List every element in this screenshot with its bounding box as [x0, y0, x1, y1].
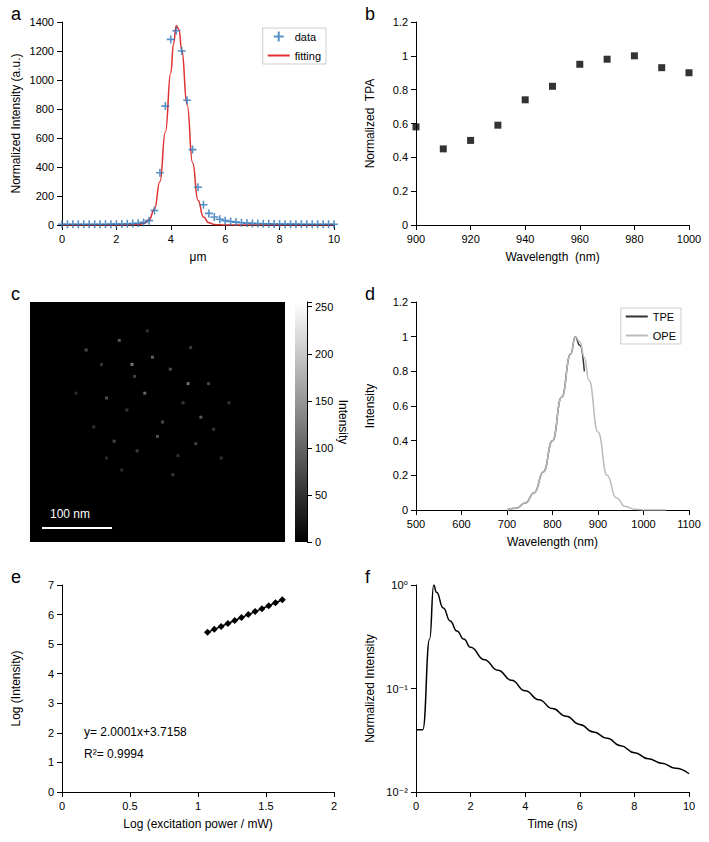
svg-text:1000: 1000: [631, 518, 655, 530]
svg-text:Intensity: Intensity: [336, 400, 350, 445]
svg-text:Wavelength (nm): Wavelength (nm): [507, 535, 598, 549]
svg-text:1.2: 1.2: [393, 296, 408, 308]
svg-text:100 nm: 100 nm: [50, 507, 90, 521]
svg-text:0.5: 0.5: [122, 800, 137, 812]
svg-text:0.2: 0.2: [393, 469, 408, 481]
svg-text:1400: 1400: [30, 16, 54, 28]
svg-text:1: 1: [195, 800, 201, 812]
svg-text:Log (excitation power / mW): Log (excitation power / mW): [123, 817, 272, 831]
svg-text:1.2: 1.2: [393, 16, 408, 28]
svg-text:100: 100: [315, 442, 333, 454]
svg-text:1: 1: [402, 331, 408, 343]
svg-text:data: data: [295, 31, 317, 43]
svg-text:b: b: [365, 4, 375, 24]
svg-text:600: 600: [36, 132, 54, 144]
svg-text:2: 2: [331, 800, 337, 812]
svg-text:0.6: 0.6: [393, 400, 408, 412]
svg-text:8: 8: [631, 800, 637, 812]
svg-text:1: 1: [48, 756, 54, 768]
svg-text:Time (ns): Time (ns): [527, 817, 577, 831]
svg-text:900: 900: [407, 233, 425, 245]
svg-text:0: 0: [402, 504, 408, 516]
svg-text:c: c: [11, 284, 20, 304]
svg-text:4: 4: [168, 233, 174, 245]
svg-text:2: 2: [113, 233, 119, 245]
svg-text:a: a: [11, 4, 22, 24]
svg-text:6: 6: [48, 609, 54, 621]
svg-text:4: 4: [522, 800, 528, 812]
svg-text:900: 900: [589, 518, 607, 530]
svg-text:250: 250: [315, 301, 333, 313]
svg-text:R²= 0.9994: R²= 0.9994: [84, 747, 144, 761]
svg-text:3: 3: [48, 697, 54, 709]
svg-text:940: 940: [516, 233, 534, 245]
svg-text:2: 2: [468, 800, 474, 812]
svg-text:6: 6: [577, 800, 583, 812]
svg-text:1.5: 1.5: [258, 800, 273, 812]
svg-text:d: d: [365, 284, 375, 304]
svg-text:0: 0: [48, 786, 54, 798]
svg-text:10⁻¹: 10⁻¹: [386, 683, 408, 695]
svg-text:7: 7: [48, 579, 54, 591]
svg-text:6: 6: [222, 233, 228, 245]
svg-text:8: 8: [277, 233, 283, 245]
svg-text:0: 0: [315, 536, 321, 548]
svg-text:Normalized Intensity: Normalized Intensity: [363, 634, 377, 743]
svg-text:0: 0: [59, 800, 65, 812]
svg-text:800: 800: [543, 518, 561, 530]
svg-text:Log (Intensity): Log (Intensity): [9, 650, 23, 726]
svg-text:1100: 1100: [677, 518, 701, 530]
svg-text:10: 10: [328, 233, 340, 245]
svg-text:150: 150: [315, 395, 333, 407]
svg-text:0: 0: [59, 233, 65, 245]
svg-text:800: 800: [36, 103, 54, 115]
svg-text:y= 2.0001x+3.7158: y= 2.0001x+3.7158: [84, 725, 187, 739]
svg-text:TPE: TPE: [653, 311, 674, 323]
svg-text:10⁻²: 10⁻²: [386, 786, 408, 798]
svg-text:0: 0: [48, 219, 54, 231]
svg-text:Normalized TPA: Normalized TPA: [363, 79, 377, 169]
svg-text:1200: 1200: [30, 45, 54, 57]
svg-text:600: 600: [452, 518, 470, 530]
svg-text:920: 920: [461, 233, 479, 245]
svg-text:0: 0: [413, 800, 419, 812]
svg-text:50: 50: [315, 489, 327, 501]
svg-text:f: f: [365, 567, 371, 587]
svg-text:0.8: 0.8: [393, 84, 408, 96]
svg-text:e: e: [11, 567, 21, 587]
svg-text:200: 200: [36, 190, 54, 202]
svg-text:Intensity: Intensity: [363, 384, 377, 429]
svg-text:2: 2: [48, 727, 54, 739]
svg-text:980: 980: [625, 233, 643, 245]
svg-text:Wavelength (nm): Wavelength (nm): [505, 250, 599, 264]
svg-text:0: 0: [402, 219, 408, 231]
svg-text:700: 700: [498, 518, 516, 530]
svg-text:4: 4: [48, 668, 54, 680]
svg-text:0.8: 0.8: [393, 365, 408, 377]
svg-text:400: 400: [36, 161, 54, 173]
svg-text:960: 960: [571, 233, 589, 245]
svg-text:500: 500: [407, 518, 425, 530]
svg-text:fitting: fitting: [295, 50, 321, 62]
svg-text:10: 10: [683, 800, 695, 812]
svg-text:0.2: 0.2: [393, 185, 408, 197]
svg-text:5: 5: [48, 638, 54, 650]
svg-text:1: 1: [402, 50, 408, 62]
svg-text:OPE: OPE: [653, 330, 676, 342]
svg-text:1000: 1000: [30, 74, 54, 86]
svg-text:1000: 1000: [677, 233, 701, 245]
svg-text:200: 200: [315, 348, 333, 360]
svg-text:0.4: 0.4: [393, 435, 408, 447]
svg-text:10⁰: 10⁰: [391, 579, 408, 591]
svg-text:μm: μm: [190, 250, 207, 264]
svg-text:Normalized Intensity (a.u.): Normalized Intensity (a.u.): [9, 53, 23, 193]
svg-text:0.6: 0.6: [393, 118, 408, 130]
svg-text:0.4: 0.4: [393, 151, 408, 163]
